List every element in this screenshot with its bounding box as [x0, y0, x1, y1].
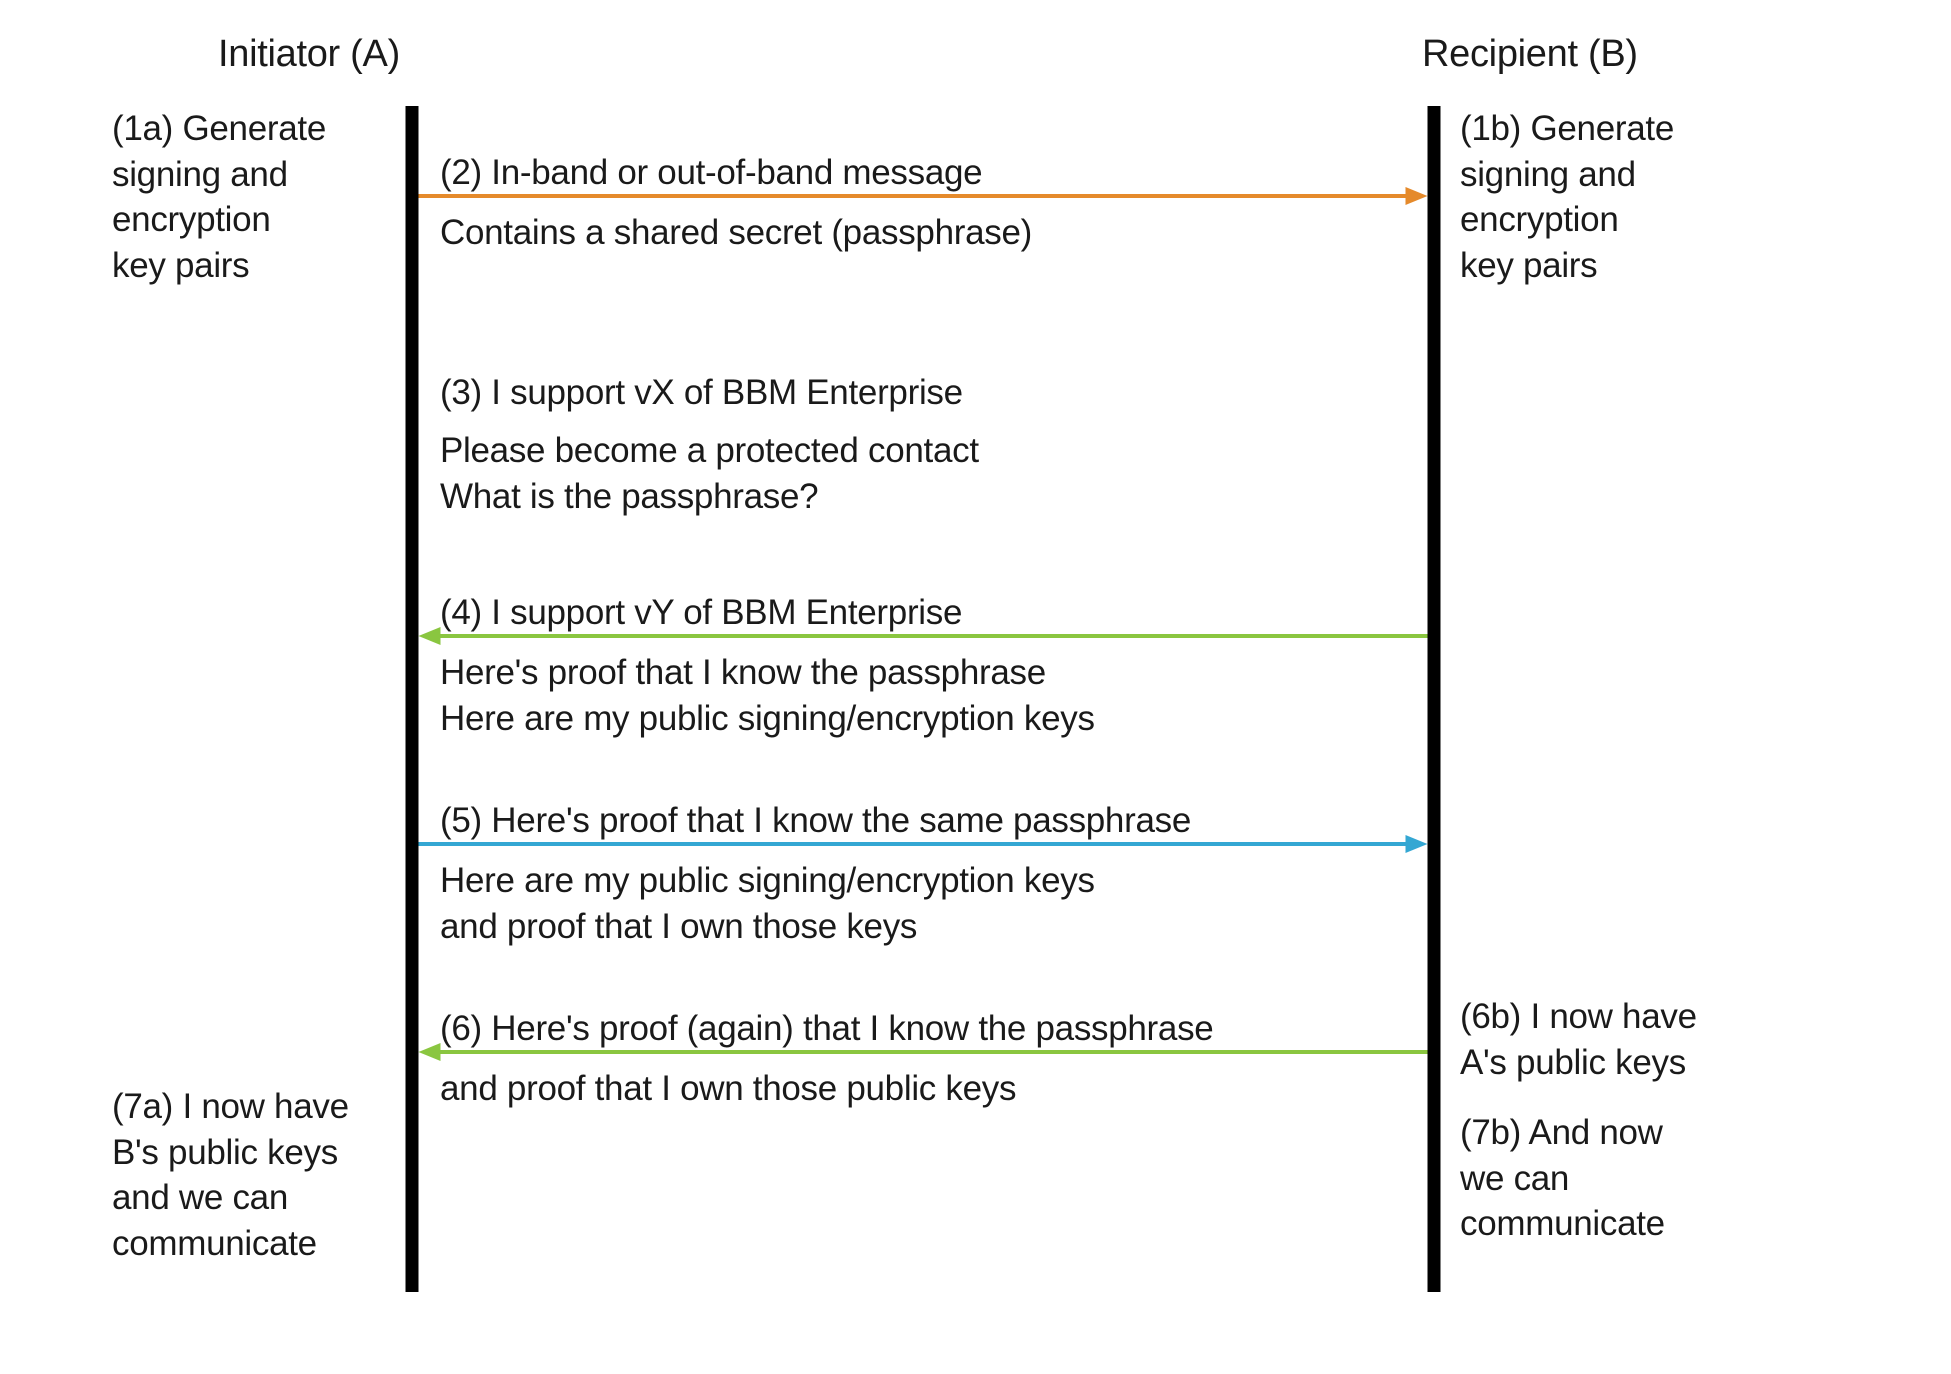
header-recipient: Recipient (B) [1422, 30, 1638, 79]
step-6-below: and proof that I own those public keys [440, 1066, 1016, 1112]
step-5-above: (5) Here's proof that I know the same pa… [440, 798, 1191, 844]
note-1b: (1b) Generatesigning andencryptionkey pa… [1460, 106, 1750, 288]
step-5-below: Here are my public signing/encryption ke… [440, 858, 1095, 949]
step-6-above: (6) Here's proof (again) that I know the… [440, 1006, 1213, 1052]
step-3-below: Please become a protected contactWhat is… [440, 428, 979, 519]
note-6b: (6b) I now haveA's public keys [1460, 994, 1780, 1085]
step-4-above: (4) I support vY of BBM Enterprise [440, 590, 962, 636]
header-initiator: Initiator (A) [218, 30, 400, 79]
step-2-above: (2) In-band or out-of-band message [440, 150, 982, 196]
note-7a: (7a) I now haveB's public keysand we can… [112, 1084, 412, 1266]
step-3-above: (3) I support vX of BBM Enterprise [440, 370, 963, 416]
sequence-diagram: Initiator (A) Recipient (B) (1a) Generat… [0, 0, 1951, 1374]
note-1a: (1a) Generatesigning andencryptionkey pa… [112, 106, 402, 288]
step-2-below: Contains a shared secret (passphrase) [440, 210, 1032, 256]
step-4-below: Here's proof that I know the passphraseH… [440, 650, 1095, 741]
note-7b: (7b) And nowwe cancommunicate [1460, 1110, 1760, 1247]
